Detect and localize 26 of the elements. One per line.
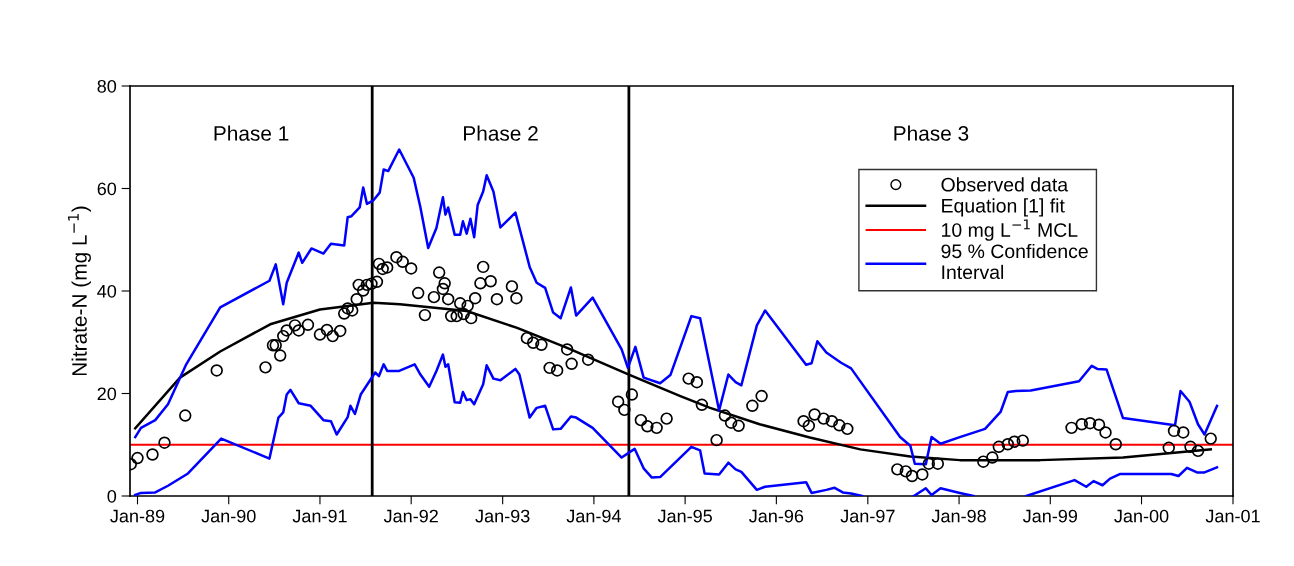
x-tick-label: Jan-91 <box>292 509 347 523</box>
x-tick-label: Jan-97 <box>840 509 895 523</box>
y-axis-title: Nitrate-N (mg L$^{−1}$) <box>68 206 91 376</box>
x-tick-label: Jan-98 <box>931 509 986 523</box>
legend-label: Observed data <box>941 177 1069 192</box>
x-tick-label: Jan-99 <box>1022 509 1078 523</box>
x-tick-label: Jan-96 <box>749 509 804 523</box>
y-tick-label: 80 <box>97 79 117 93</box>
x-tick-label: Jan-00 <box>1114 509 1169 523</box>
annotation: Phase 3 <box>894 125 969 141</box>
legend-label: Equation [1] fit <box>942 198 1065 217</box>
legend-label: 95 % Confidence Interval <box>941 243 1088 280</box>
y-tick-label: 40 <box>97 284 117 298</box>
annotation: Phase 1 <box>214 125 289 141</box>
annotation: Phase 2 <box>464 125 538 141</box>
y-tick-label: 0 <box>107 489 117 503</box>
x-tick-label: Jan-89 <box>110 509 165 523</box>
legend-label: 10 mg L$^{−1}$ MCL <box>942 219 1078 241</box>
x-tick-label: Jan-90 <box>201 509 256 523</box>
x-tick-label: Jan-95 <box>657 509 712 523</box>
x-tick-label: Jan-01 <box>1205 509 1260 523</box>
x-tick-label: Jan-92 <box>383 509 438 523</box>
y-tick-label: 20 <box>97 387 117 401</box>
x-tick-label: Jan-94 <box>566 509 621 523</box>
y-tick-label: 60 <box>97 182 117 196</box>
x-tick-label: Jan-93 <box>475 509 530 523</box>
